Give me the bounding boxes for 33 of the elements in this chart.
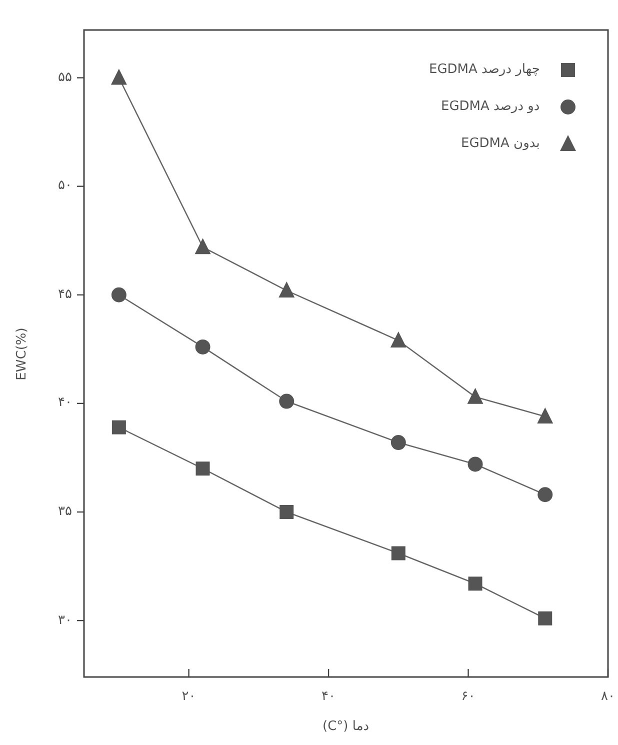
y-tick-label: ۳۰ <box>58 612 72 629</box>
point <box>390 435 406 450</box>
y-axis-title: EWC(%) <box>14 327 30 380</box>
point <box>278 282 295 298</box>
y-tick-label: ۴۵ <box>58 286 72 303</box>
y-tick-label: ۳۵ <box>58 504 72 520</box>
point <box>111 287 126 302</box>
point <box>390 331 406 348</box>
point <box>468 456 483 472</box>
point <box>538 487 553 502</box>
x-tick-label: ۶۰ <box>461 689 476 705</box>
point <box>468 576 482 591</box>
x-tick-label: ۴۰ <box>322 689 336 705</box>
point <box>280 504 294 519</box>
point <box>467 388 484 404</box>
x-tick-label: ۲۰ <box>182 689 196 705</box>
point <box>112 420 126 434</box>
point <box>194 238 211 254</box>
point <box>110 68 127 85</box>
y-tick-label: ۵۰ <box>58 178 72 194</box>
point <box>196 462 210 476</box>
x-tick-label: ۸۰ <box>601 689 615 705</box>
point <box>391 546 406 560</box>
y-tick-label: ۵۵ <box>58 70 72 86</box>
x-axis-title: دما (°C) <box>322 719 370 735</box>
y-tick-label: ۴۰ <box>58 395 72 412</box>
point <box>279 394 294 409</box>
legend-label: دو درصد EGDMA <box>441 99 540 115</box>
legend-label: چهار درصد EGDMA <box>429 62 540 78</box>
point <box>537 407 554 424</box>
point <box>538 611 552 626</box>
legend-label: بدون EGDMA <box>461 136 540 152</box>
point <box>195 339 210 354</box>
